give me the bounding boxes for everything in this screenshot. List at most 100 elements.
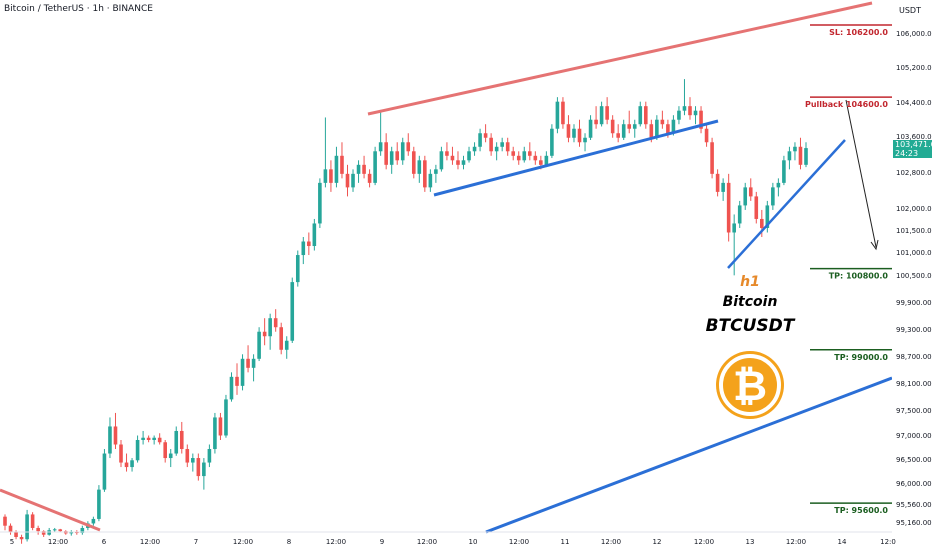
candle-body	[301, 241, 306, 256]
time-tick-label: 7	[194, 538, 198, 546]
candle-body	[771, 187, 775, 206]
candle-body	[627, 124, 632, 129]
candle-body	[25, 514, 29, 540]
price-tick-label: 104,400.00	[896, 99, 932, 107]
candle-body	[130, 460, 134, 468]
candle-body	[356, 164, 361, 174]
time-tick-label: 13	[746, 538, 755, 546]
candle-body	[102, 453, 107, 490]
candle-body	[715, 173, 720, 192]
bitcoin-glyph: ₿	[733, 361, 767, 410]
candle-body	[196, 458, 201, 477]
price-tick-label: 103,600.00	[896, 133, 932, 141]
candle-body	[75, 532, 79, 534]
candle-body	[52, 529, 57, 531]
candle-body	[119, 444, 123, 463]
price-levels: SL: 106200.0 Pullback 104600.0 TP: 100800.…	[805, 24, 892, 515]
candle-body	[434, 169, 438, 174]
price-tick-label: 101,500.00	[896, 227, 932, 235]
candle-body	[649, 124, 654, 138]
candle-body	[644, 106, 648, 125]
candle-body	[760, 218, 764, 228]
candle-body	[666, 124, 670, 134]
time-tick-label: 12:0	[880, 538, 896, 546]
candle-body	[340, 155, 344, 174]
candle-body	[688, 106, 692, 116]
price-tick-label: 97,000.00	[896, 432, 932, 440]
candle-body	[677, 110, 681, 120]
level-label: TP: 95600.0	[834, 506, 888, 515]
candle-body	[793, 146, 797, 152]
time-tick-label: 12	[653, 538, 662, 546]
price-tick-label: 101,000.00	[896, 249, 932, 257]
candle-body	[279, 327, 284, 350]
support-trendline	[433, 119, 719, 197]
candle-body	[312, 223, 317, 247]
candle-body	[450, 155, 455, 161]
currency-label[interactable]: USDT	[899, 6, 921, 15]
candle-body	[561, 101, 565, 125]
candle-body	[58, 529, 63, 532]
price-tick-label: 99,900.00	[896, 299, 932, 307]
candle-body	[213, 417, 217, 450]
candle-body	[80, 527, 85, 533]
candle-body	[721, 182, 725, 192]
price-tick-label: 95,160.00	[896, 519, 932, 527]
candle-body	[472, 146, 477, 152]
time-axis: 5 12:00 6 12:00 7 12:00 8 12:00 9 12:00 10 12:00 11 1…	[0, 531, 896, 546]
candle-body	[69, 532, 74, 534]
lower-trendline	[485, 376, 893, 534]
time-tick-label: 11	[561, 538, 570, 546]
channel-upper-trendline	[367, 1, 873, 116]
candle-body	[307, 241, 311, 247]
candle-body	[91, 518, 96, 524]
last-price-tag: 103,471.64 24:23	[893, 140, 932, 158]
candle-body	[539, 160, 543, 165]
candle-body	[406, 142, 411, 152]
symbol-title[interactable]: Bitcoin / TetherUS · 1h · BINANCE	[4, 4, 153, 14]
candle-body	[334, 155, 339, 183]
price-tick-label: 97,500.00	[896, 407, 932, 415]
candle-body	[268, 318, 272, 337]
candle-body	[284, 340, 289, 350]
candle-body	[395, 151, 400, 161]
candle-body	[704, 128, 709, 143]
time-tick-label: 12:00	[694, 538, 714, 546]
candle-body	[185, 449, 190, 463]
candle-body	[710, 142, 714, 174]
price-tick-label: 98,700.00	[896, 353, 932, 361]
candle-body	[14, 532, 18, 537]
time-tick-label: 12:00	[326, 538, 346, 546]
candle-body	[323, 169, 328, 183]
candle-body	[218, 417, 223, 436]
candle-body	[202, 462, 206, 477]
level-label: SL: 106200.0	[829, 28, 888, 37]
candle-body	[146, 437, 151, 440]
candle-body	[489, 137, 493, 152]
price-tick-label: 96,000.00	[896, 480, 932, 488]
candle-body	[516, 155, 521, 161]
candle-body	[428, 173, 433, 188]
candle-body	[113, 426, 118, 445]
candle-body	[229, 376, 234, 400]
candle-body	[191, 458, 195, 463]
candle-body	[19, 536, 24, 540]
candle-body	[174, 430, 179, 454]
price-tick-label: 102,000.00	[896, 205, 932, 213]
candle-body	[478, 133, 482, 147]
candle-body	[461, 160, 466, 165]
trendlines	[0, 1, 893, 534]
candle-body	[423, 160, 427, 188]
candle-body	[660, 119, 665, 125]
arrowhead-icon	[870, 239, 879, 251]
candle-body	[743, 187, 748, 206]
candle-body	[445, 151, 449, 156]
candle-body	[251, 358, 256, 368]
price-axis: 106,000.00 105,200.00 104,400.00 103,600.00…	[892, 0, 932, 550]
candle-body	[693, 110, 698, 116]
candle-body	[754, 196, 759, 219]
candle-body	[605, 106, 609, 120]
candle-body	[583, 137, 587, 143]
candle-body	[400, 142, 405, 161]
